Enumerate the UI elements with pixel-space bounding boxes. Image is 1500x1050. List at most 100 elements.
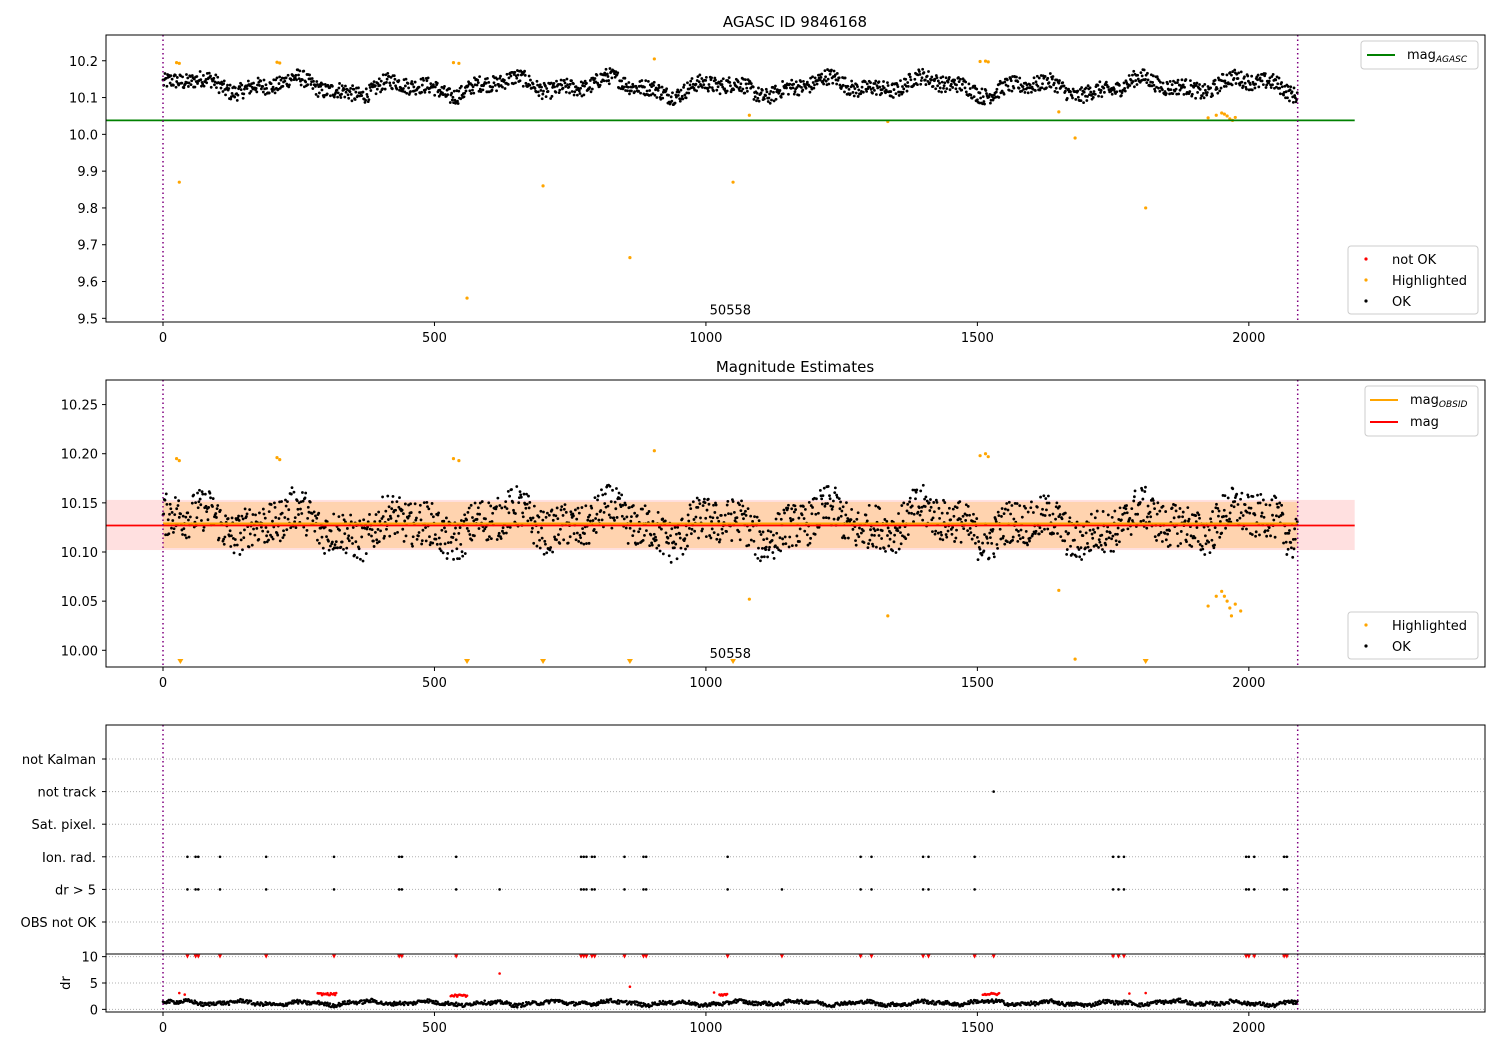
ok-point [799, 80, 803, 84]
ok-point [898, 525, 902, 529]
ok-point [1003, 80, 1007, 84]
ok-point [888, 537, 892, 541]
ok-point [194, 501, 197, 504]
ok-point [996, 546, 999, 550]
ok-point [450, 549, 454, 553]
flag-point [1117, 888, 1120, 891]
ok-point [237, 518, 241, 522]
ok-point [348, 90, 352, 94]
ok-point [611, 488, 614, 492]
ok-point [487, 80, 491, 84]
ok-point [1157, 86, 1160, 90]
ok-point [1044, 497, 1048, 500]
ok-point [303, 496, 307, 500]
ok-point [358, 519, 362, 523]
highlighted-point [174, 60, 179, 65]
ok-point [568, 82, 572, 86]
ok-point [546, 90, 550, 93]
ok-point [682, 83, 686, 87]
ok-point [1220, 531, 1224, 535]
ok-point [610, 526, 614, 530]
ok-point [927, 501, 931, 505]
ok-point [1238, 516, 1242, 520]
ok-point [1069, 90, 1072, 94]
ok-point [783, 535, 787, 539]
ok-point [1235, 492, 1239, 496]
ok-point [746, 507, 750, 511]
ok-point [1213, 78, 1217, 82]
ok-point [364, 552, 368, 555]
ok-point [1289, 85, 1293, 89]
ok-point [381, 515, 385, 518]
ok-point [325, 520, 329, 523]
ok-point [975, 98, 979, 102]
y-tick-label: 10.10 [61, 546, 98, 561]
ok-point [945, 87, 949, 91]
highlighted-point [652, 449, 656, 453]
ok-point [242, 536, 246, 540]
ok-point [854, 91, 858, 95]
ok-point [504, 531, 508, 535]
ok-point [873, 89, 876, 92]
ok-point [1228, 511, 1232, 515]
ok-point [431, 515, 435, 519]
ok-point [697, 536, 700, 540]
ok-point [784, 542, 788, 546]
ok-point [1005, 502, 1009, 505]
ok-point [689, 79, 693, 83]
highlighted-point [652, 57, 656, 61]
ok-point [229, 97, 233, 101]
ok-point [433, 93, 437, 97]
ok-point [211, 505, 214, 508]
ok-point [981, 95, 985, 99]
ok-point [296, 507, 300, 511]
ok-point [946, 511, 949, 515]
ok-point [207, 506, 211, 509]
ok-point [674, 93, 678, 97]
dr-point [805, 999, 808, 1003]
flag-point [186, 855, 189, 859]
ok-point [1110, 92, 1114, 96]
ok-point [875, 84, 879, 88]
ok-point [902, 501, 906, 505]
ok-point [664, 531, 668, 535]
ok-point [1288, 99, 1291, 103]
ok-point [874, 545, 878, 549]
ok-point [690, 77, 694, 80]
ok-point [1104, 543, 1108, 547]
ok-point [683, 93, 687, 97]
ok-point [641, 538, 645, 542]
ok-point [738, 538, 742, 542]
ok-point [381, 73, 385, 77]
flag-point [1247, 888, 1251, 891]
ok-point [714, 503, 718, 507]
ok-point [899, 531, 902, 535]
highlighted-point [541, 184, 545, 188]
ok-point [1085, 99, 1089, 102]
ok-point [1245, 510, 1249, 514]
ok-point [289, 492, 293, 496]
ok-point [1287, 531, 1291, 535]
ok-point [836, 78, 840, 82]
ok-point [377, 510, 381, 514]
ok-point [1194, 514, 1198, 517]
ok-point [1284, 90, 1288, 94]
ok-point [716, 85, 720, 89]
ok-point [1280, 81, 1284, 84]
ok-point [989, 536, 992, 539]
ok-point [1265, 534, 1269, 538]
ok-point [707, 502, 711, 506]
below-range-marker [1142, 659, 1149, 664]
ok-point [406, 516, 410, 520]
ok-point [342, 547, 345, 551]
ok-point [647, 510, 651, 513]
ok-point [1037, 76, 1041, 80]
ok-point [1245, 87, 1248, 91]
ok-point [425, 79, 429, 83]
ok-point [277, 517, 281, 520]
ok-point [1207, 540, 1211, 544]
ok-point [1067, 87, 1070, 91]
ok-point [349, 92, 353, 96]
flag-point [921, 888, 925, 891]
